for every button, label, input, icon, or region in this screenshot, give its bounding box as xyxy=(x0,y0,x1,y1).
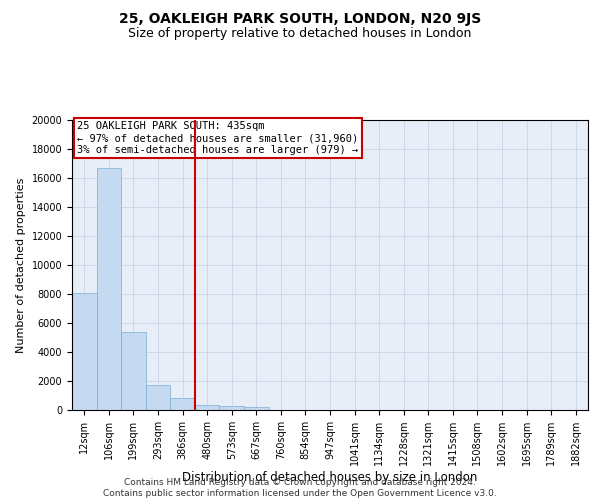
Bar xyxy=(220,406,244,410)
Text: 25 OAKLEIGH PARK SOUTH: 435sqm
← 97% of detached houses are smaller (31,960)
3% : 25 OAKLEIGH PARK SOUTH: 435sqm ← 97% of … xyxy=(77,122,358,154)
Bar xyxy=(121,332,146,410)
Bar xyxy=(170,398,195,410)
Bar xyxy=(195,405,220,410)
Text: 25, OAKLEIGH PARK SOUTH, LONDON, N20 9JS: 25, OAKLEIGH PARK SOUTH, LONDON, N20 9JS xyxy=(119,12,481,26)
Text: Size of property relative to detached houses in London: Size of property relative to detached ho… xyxy=(128,28,472,40)
Bar xyxy=(146,384,170,410)
Y-axis label: Number of detached properties: Number of detached properties xyxy=(16,178,26,352)
Text: Contains HM Land Registry data © Crown copyright and database right 2024.
Contai: Contains HM Land Registry data © Crown c… xyxy=(103,478,497,498)
Bar xyxy=(244,407,269,410)
X-axis label: Distribution of detached houses by size in London: Distribution of detached houses by size … xyxy=(182,471,478,484)
Bar xyxy=(72,292,97,410)
Bar xyxy=(97,168,121,410)
